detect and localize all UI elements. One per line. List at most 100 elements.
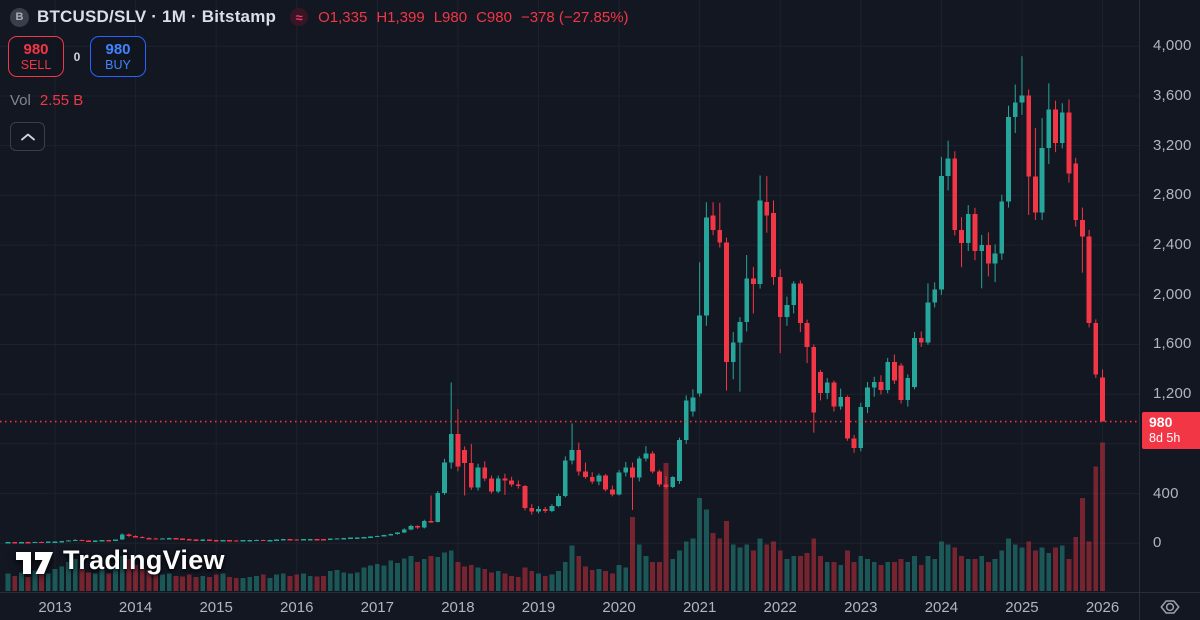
- candle-body: [368, 536, 374, 538]
- price-axis-label: 2,000: [1153, 285, 1192, 303]
- candle-body: [912, 338, 917, 387]
- volume-bar: [79, 567, 85, 591]
- volume-bar: [1032, 550, 1038, 591]
- candle-body: [489, 478, 494, 492]
- price-axis[interactable]: 4,000 3,600 3,200 2,800 2,400 2,000 1,600 1,200…: [1139, 0, 1200, 620]
- candle-body: [213, 539, 219, 542]
- candle-body: [1026, 95, 1032, 177]
- candle-body: [32, 541, 38, 544]
- volume-bar: [549, 574, 555, 591]
- candle-body: [327, 538, 333, 540]
- volume-bar: [791, 556, 797, 591]
- candle-body: [280, 539, 286, 541]
- candle-body: [25, 541, 31, 544]
- candle-body: [804, 323, 810, 347]
- price-axis-label: 2,800: [1153, 186, 1192, 204]
- candle-body: [502, 478, 508, 481]
- candle-body: [522, 486, 528, 508]
- volume-bar: [126, 558, 132, 591]
- candle-body: [119, 534, 125, 540]
- bar-countdown: 8d 5h: [1149, 430, 1181, 445]
- candle-body: [576, 449, 582, 472]
- volume-bar: [267, 578, 273, 591]
- time-axis-label: 2014: [118, 599, 153, 616]
- buy-button[interactable]: 980 BUY: [90, 36, 146, 77]
- volume-bar: [999, 550, 1005, 591]
- candle-body: [623, 467, 629, 473]
- volume-bar: [576, 556, 582, 591]
- volume-bar: [408, 556, 414, 591]
- candle-body: [838, 396, 844, 407]
- volume-bar: [583, 566, 588, 591]
- candle-body: [301, 539, 306, 541]
- candle-body: [542, 508, 548, 512]
- volume-bar: [1053, 547, 1058, 591]
- candle-body: [1080, 219, 1085, 237]
- volume-bar: [113, 566, 118, 591]
- tradingview-logo[interactable]: TradingView: [14, 543, 225, 577]
- symbol-title[interactable]: BTCUSD/SLV · 1M · Bitstamp: [37, 7, 277, 26]
- candle-body: [186, 538, 192, 541]
- volume-bar: [898, 558, 904, 591]
- volume-bar: [670, 558, 676, 591]
- volume-bar: [327, 571, 333, 591]
- volume-bar: [663, 462, 669, 591]
- candle-body: [952, 158, 958, 230]
- candle-body: [455, 433, 461, 467]
- candle-body: [415, 526, 421, 528]
- candle-body: [247, 539, 253, 542]
- candle-body: [260, 539, 266, 542]
- volume-bar: [771, 541, 776, 591]
- volume-bar: [596, 568, 602, 591]
- volume-bar: [979, 556, 985, 591]
- volume-bar: [166, 573, 172, 591]
- collapse-legend-button[interactable]: [10, 122, 45, 151]
- volume-value: 2.55 B: [39, 92, 84, 109]
- candle-body: [697, 315, 703, 394]
- candle-body: [1032, 176, 1038, 213]
- volume-bar: [797, 556, 803, 591]
- time-axis-label: 2022: [763, 599, 797, 616]
- candle-body: [1100, 377, 1105, 422]
- volume-bar: [294, 574, 300, 591]
- candle-body: [395, 532, 400, 535]
- volume-bar: [180, 576, 185, 591]
- candle-body: [636, 458, 642, 478]
- time-axis-label: 2018: [441, 599, 475, 616]
- volume-bar: [515, 577, 521, 591]
- axis-settings-icon[interactable]: [1158, 597, 1182, 617]
- volume-bar: [1026, 541, 1032, 591]
- candle-body: [965, 213, 971, 243]
- candle-body: [482, 467, 488, 479]
- candle-body: [193, 539, 199, 541]
- change-value: −378 (−27.85%): [520, 8, 629, 26]
- candle-body: [730, 342, 736, 362]
- candle-body: [361, 537, 367, 539]
- volume-bar: [462, 566, 468, 591]
- volume-bar: [388, 560, 394, 591]
- volume-bar: [871, 561, 877, 591]
- symbol-legend-row: B BTCUSD/SLV · 1M · Bitstamp ≈ O1,335 H1…: [10, 7, 638, 27]
- candle-body: [791, 283, 797, 305]
- volume-bar: [683, 541, 689, 591]
- time-axis-label: 2026: [1085, 599, 1120, 616]
- volume-bar: [918, 564, 924, 591]
- candle-body: [918, 338, 924, 343]
- candle-body: [650, 453, 656, 472]
- candle-body: [1046, 109, 1052, 148]
- candle-body: [717, 230, 723, 243]
- volume-bar: [656, 561, 662, 591]
- price-axis-label: 0: [1153, 534, 1162, 552]
- candle-body: [932, 289, 938, 303]
- candle-body: [1006, 116, 1011, 202]
- time-axis[interactable]: 2013 2014 2015 2016 2017 2018 2019 2020 2021 2022…: [0, 592, 1200, 620]
- sell-label: SELL: [20, 57, 52, 72]
- sell-button[interactable]: 980 SELL: [8, 36, 64, 77]
- volume-bar: [321, 575, 327, 591]
- time-axis-label: 2019: [521, 599, 556, 616]
- volume-bar: [106, 573, 112, 591]
- volume-bar: [489, 572, 494, 591]
- volume-bar: [643, 556, 649, 591]
